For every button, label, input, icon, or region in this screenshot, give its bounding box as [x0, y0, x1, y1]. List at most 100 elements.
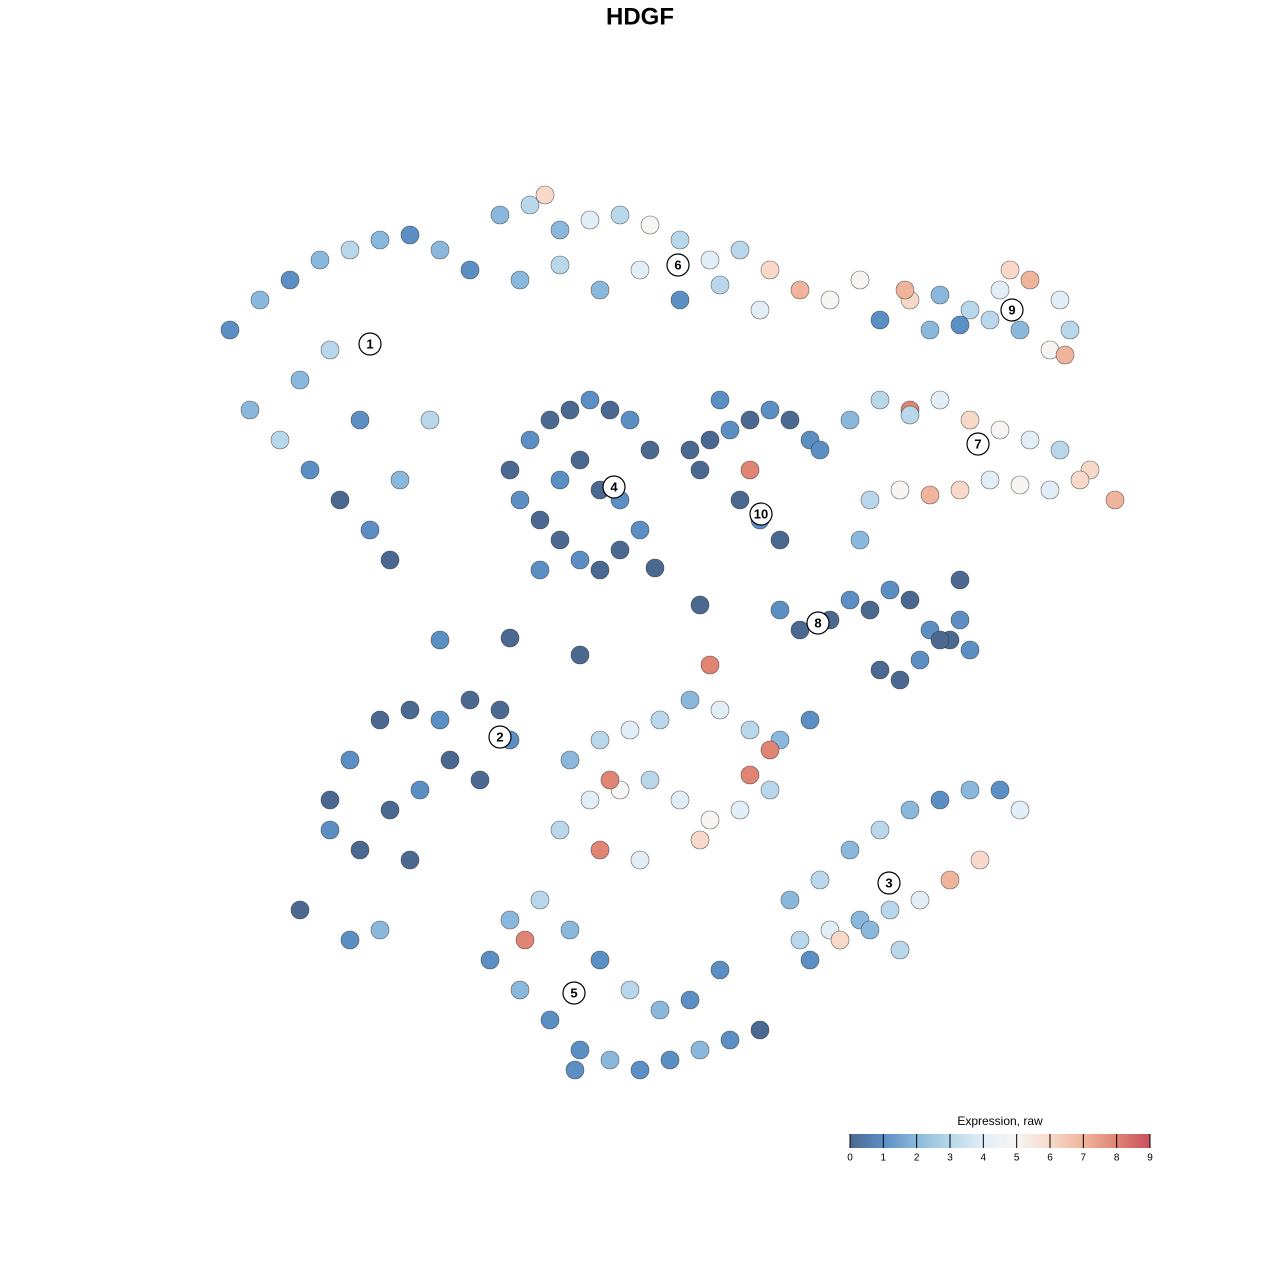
- point: [900, 405, 920, 425]
- legend-title: Expression, raw: [957, 1114, 1043, 1128]
- point: [550, 820, 570, 840]
- cluster-label: 9: [1008, 302, 1015, 317]
- point: [590, 950, 610, 970]
- point: [1020, 430, 1040, 450]
- point: [620, 980, 640, 1000]
- point: [430, 630, 450, 650]
- point: [520, 195, 540, 215]
- point: [410, 780, 430, 800]
- point: [930, 790, 950, 810]
- colorbar-tick-label: 6: [1047, 1153, 1053, 1164]
- point: [890, 480, 910, 500]
- colorbar-tick-label: 3: [947, 1153, 953, 1164]
- point: [290, 900, 310, 920]
- point: [320, 820, 340, 840]
- point: [430, 240, 450, 260]
- point: [680, 440, 700, 460]
- cluster-badge: [488, 725, 512, 749]
- point: [600, 400, 620, 420]
- point: [515, 930, 535, 950]
- colorbar-tick-label: 7: [1081, 1153, 1087, 1164]
- point: [950, 315, 970, 335]
- point: [680, 690, 700, 710]
- point: [970, 850, 990, 870]
- point: [1040, 480, 1060, 500]
- point: [640, 440, 660, 460]
- point: [320, 790, 340, 810]
- point: [620, 720, 640, 740]
- colorbar-tick-label: 1: [881, 1153, 887, 1164]
- point: [810, 440, 830, 460]
- point: [490, 700, 510, 720]
- cluster-label: 6: [674, 257, 681, 272]
- point: [600, 770, 620, 790]
- point: [460, 260, 480, 280]
- point: [670, 230, 690, 250]
- point: [530, 890, 550, 910]
- point: [1050, 440, 1070, 460]
- point: [430, 710, 450, 730]
- point: [510, 980, 530, 1000]
- cluster-badge: [877, 871, 901, 895]
- point: [770, 530, 790, 550]
- point: [580, 390, 600, 410]
- point: [360, 520, 380, 540]
- point: [500, 460, 520, 480]
- cluster-label: 2: [496, 729, 503, 744]
- cluster-label: 4: [610, 479, 618, 494]
- point: [730, 800, 750, 820]
- point: [950, 610, 970, 630]
- point: [645, 558, 665, 578]
- point: [610, 540, 630, 560]
- point: [220, 320, 240, 340]
- point: [1060, 320, 1080, 340]
- cluster-badge: [602, 475, 626, 499]
- point: [850, 270, 870, 290]
- point: [400, 850, 420, 870]
- point: [930, 630, 950, 650]
- point: [610, 205, 630, 225]
- colorbar: [850, 1134, 1150, 1148]
- point: [720, 1030, 740, 1050]
- point: [460, 690, 480, 710]
- point: [320, 340, 340, 360]
- point: [630, 260, 650, 280]
- point: [910, 650, 930, 670]
- point: [760, 740, 780, 760]
- cluster-badge: [666, 253, 690, 277]
- point: [790, 930, 810, 950]
- point: [680, 990, 700, 1010]
- point: [690, 460, 710, 480]
- point: [740, 410, 760, 430]
- point: [920, 320, 940, 340]
- point: [710, 700, 730, 720]
- point: [660, 1050, 680, 1070]
- point: [630, 520, 650, 540]
- point: [570, 645, 590, 665]
- point: [840, 590, 860, 610]
- point: [690, 595, 710, 615]
- point: [630, 1060, 650, 1080]
- point: [330, 490, 350, 510]
- point: [240, 400, 260, 420]
- point: [830, 930, 850, 950]
- point: [990, 780, 1010, 800]
- cluster-label: 7: [974, 436, 981, 451]
- point: [690, 830, 710, 850]
- point: [950, 480, 970, 500]
- point: [870, 390, 890, 410]
- point: [565, 1060, 585, 1080]
- point: [520, 430, 540, 450]
- point: [560, 400, 580, 420]
- point: [550, 530, 570, 550]
- cluster-badge: [1000, 298, 1024, 322]
- point: [570, 450, 590, 470]
- point: [440, 750, 460, 770]
- point: [300, 460, 320, 480]
- point: [700, 810, 720, 830]
- point: [990, 280, 1010, 300]
- point: [870, 660, 890, 680]
- colorbar-tick-label: 8: [1114, 1153, 1120, 1164]
- cluster-badge: [749, 502, 773, 526]
